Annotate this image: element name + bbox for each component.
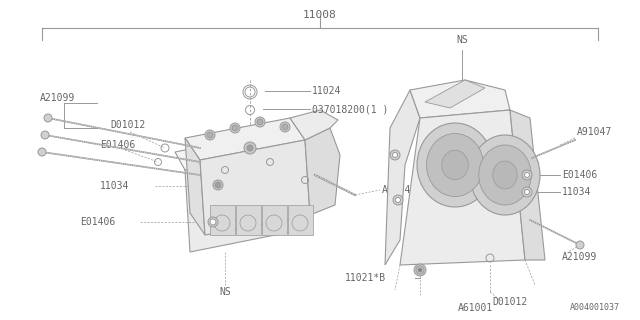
Circle shape	[230, 123, 240, 133]
Polygon shape	[288, 205, 313, 235]
Polygon shape	[185, 118, 305, 160]
Polygon shape	[400, 110, 525, 265]
Polygon shape	[236, 205, 261, 235]
Circle shape	[247, 145, 253, 151]
Text: 11024: 11024	[312, 86, 341, 96]
Polygon shape	[385, 90, 420, 265]
Text: NS: NS	[219, 287, 231, 297]
Polygon shape	[262, 205, 287, 235]
Circle shape	[213, 180, 223, 190]
Ellipse shape	[417, 123, 493, 207]
Text: 11034: 11034	[100, 181, 129, 191]
Text: A21099: A21099	[562, 252, 597, 262]
Circle shape	[393, 195, 403, 205]
Circle shape	[576, 241, 584, 249]
Circle shape	[392, 153, 397, 157]
Polygon shape	[290, 110, 338, 140]
Text: E01406: E01406	[80, 217, 115, 227]
Circle shape	[280, 122, 290, 132]
Text: 11021*B: 11021*B	[345, 273, 386, 283]
Text: A004001037: A004001037	[570, 303, 620, 312]
Circle shape	[525, 172, 529, 178]
Circle shape	[205, 130, 215, 140]
Ellipse shape	[426, 133, 483, 196]
Circle shape	[208, 217, 218, 227]
Polygon shape	[200, 140, 310, 235]
Text: A21099: A21099	[40, 93, 76, 103]
Polygon shape	[175, 130, 295, 170]
Circle shape	[282, 124, 288, 130]
Circle shape	[255, 117, 265, 127]
Text: D01012: D01012	[492, 297, 527, 307]
Circle shape	[522, 187, 532, 197]
Circle shape	[396, 197, 401, 203]
Text: A91047: A91047	[382, 185, 417, 195]
Ellipse shape	[470, 135, 540, 215]
Circle shape	[525, 189, 529, 195]
Text: NS: NS	[456, 35, 468, 45]
Text: E01406: E01406	[100, 140, 135, 150]
Text: A61001: A61001	[458, 303, 493, 313]
Circle shape	[207, 132, 213, 138]
Ellipse shape	[479, 145, 531, 205]
Circle shape	[414, 264, 426, 276]
Circle shape	[44, 114, 52, 122]
Circle shape	[257, 119, 263, 125]
Circle shape	[418, 268, 422, 272]
Circle shape	[390, 150, 400, 160]
Circle shape	[41, 131, 49, 139]
Text: 11034: 11034	[562, 187, 591, 197]
Circle shape	[215, 182, 221, 188]
Circle shape	[232, 125, 238, 131]
Polygon shape	[510, 110, 545, 260]
Circle shape	[522, 170, 532, 180]
Circle shape	[244, 142, 256, 154]
Text: A91047: A91047	[577, 127, 612, 137]
Polygon shape	[185, 148, 300, 252]
Text: 11008: 11008	[303, 10, 337, 20]
Polygon shape	[425, 80, 485, 108]
Polygon shape	[185, 138, 205, 235]
Polygon shape	[305, 128, 340, 215]
Ellipse shape	[493, 161, 517, 189]
Polygon shape	[410, 80, 510, 118]
Circle shape	[38, 148, 46, 156]
Circle shape	[210, 219, 216, 225]
Ellipse shape	[442, 150, 468, 180]
Text: E01406: E01406	[562, 170, 597, 180]
Text: D01012: D01012	[110, 120, 145, 130]
Polygon shape	[210, 205, 235, 235]
Text: 037018200(1 ): 037018200(1 )	[312, 104, 388, 114]
